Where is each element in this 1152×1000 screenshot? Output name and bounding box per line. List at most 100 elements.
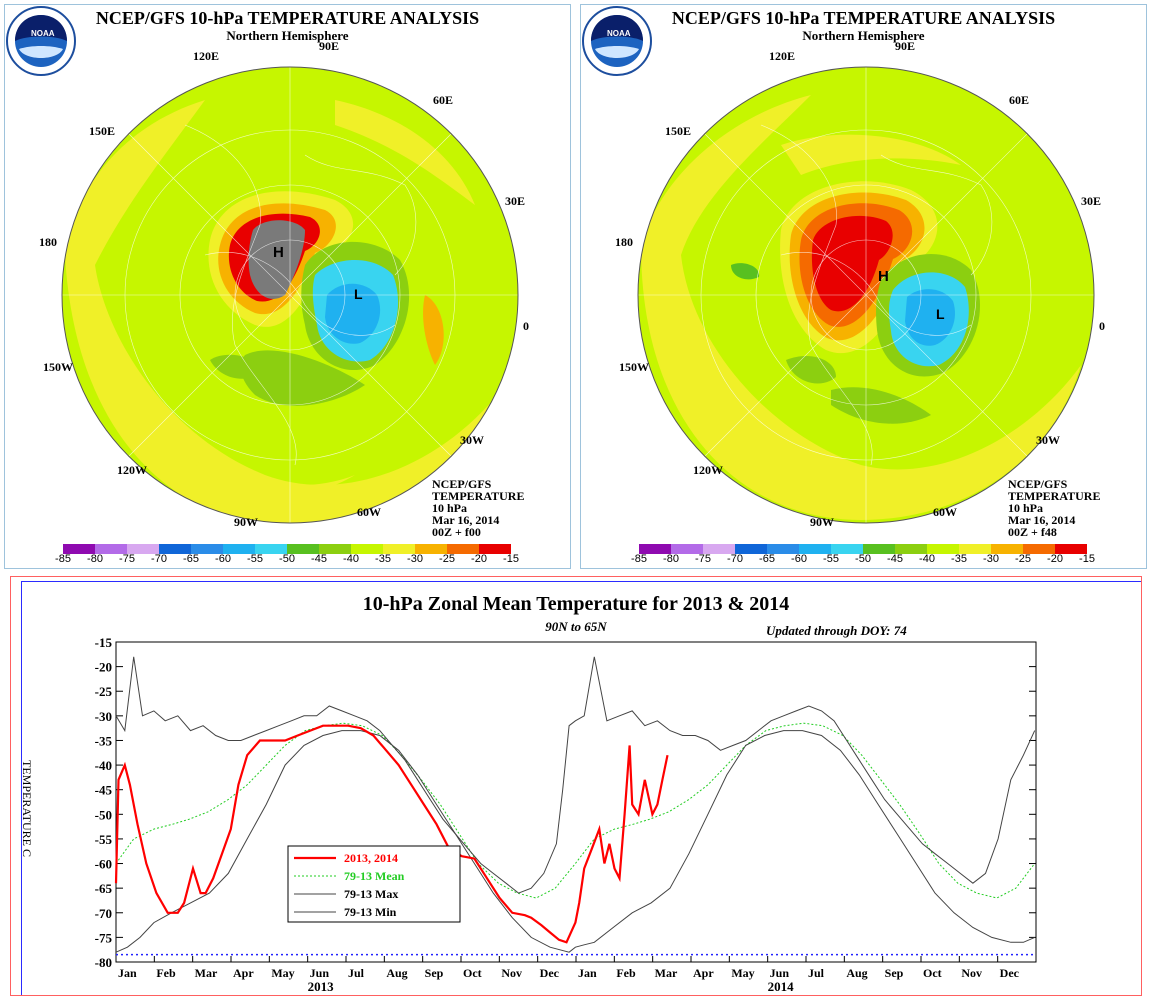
chart-title: 10-hPa Zonal Mean Temperature for 2013 &…: [362, 593, 790, 615]
meta-line: 10 hPa: [1008, 501, 1044, 515]
panel-title: NCEP/GFS 10-hPa TEMPERATURE ANALYSIS: [95, 8, 480, 28]
meta-line: 10 hPa: [432, 501, 468, 515]
colorbar-swatch: [959, 544, 991, 554]
colorbar-swatch: [63, 544, 95, 554]
panel-subtitle: Northern Hemisphere: [226, 28, 349, 43]
meta-line: Mar 16, 2014: [432, 513, 500, 527]
low-marker: L: [936, 306, 945, 322]
colorbar-swatch: [351, 544, 383, 554]
colorbar-tick-label: -65: [759, 553, 775, 565]
lon-label: 60E: [433, 93, 454, 107]
noaa-logo: NOAA: [582, 6, 652, 76]
meta-line: 00Z + f00: [432, 525, 481, 539]
colorbar-swatch: [1055, 544, 1087, 554]
meta-line: Mar 16, 2014: [1008, 513, 1076, 527]
colorbar-swatch: [831, 544, 863, 554]
svg-text:NOAA: NOAA: [607, 29, 631, 38]
map-metadata: NCEP/GFS TEMPERATURE 10 hPa Mar 16, 2014…: [1008, 478, 1100, 538]
lon-label: 30W: [460, 433, 484, 447]
colorbar-tick-label: -60: [215, 553, 231, 565]
colorbar-swatch: [1023, 544, 1055, 554]
panel-title: NCEP/GFS 10-hPa TEMPERATURE ANALYSIS: [671, 8, 1056, 28]
colorbar-tick-label: -75: [119, 553, 135, 565]
lon-label: 60W: [357, 505, 381, 519]
colorbar-tick-label: -70: [151, 553, 167, 565]
colorbar-tick-label: -25: [439, 553, 455, 565]
lon-label: 150E: [665, 124, 692, 138]
colorbar-tick-label: -85: [631, 553, 647, 565]
map-panel-analysis: H L NCEP/GFS 10-hPa TEMPERATURE ANALYSIS…: [4, 4, 571, 569]
colorbar-tick-label: -20: [1047, 553, 1063, 565]
colorbar-swatch: [863, 544, 895, 554]
colorbar-swatch: [671, 544, 703, 554]
colorbar: [639, 541, 1087, 554]
lon-label: 120W: [117, 463, 147, 477]
colorbar-swatch: [383, 544, 415, 554]
colorbar-swatch: [895, 544, 927, 554]
colorbar-swatch: [703, 544, 735, 554]
colorbar-swatch: [447, 544, 479, 554]
lon-label: 30W: [1036, 433, 1060, 447]
lon-label: 150E: [89, 124, 116, 138]
colorbar-tick-label: -55: [247, 553, 263, 565]
lon-label: 90E: [895, 39, 916, 53]
colorbar-swatch: [991, 544, 1023, 554]
low-marker: L: [354, 286, 363, 302]
meta-line: NCEP/GFS: [1008, 477, 1068, 491]
colorbar-tick-label: -30: [407, 553, 423, 565]
map-metadata: NCEP/GFS TEMPERATURE 10 hPa Mar 16, 2014…: [432, 478, 524, 538]
colorbar-tick-label: -80: [663, 553, 679, 565]
colorbar-tick-label: -15: [1079, 553, 1095, 565]
colorbar-tick-label: -75: [695, 553, 711, 565]
colorbar-swatch: [479, 544, 511, 554]
colorbar-swatch: [127, 544, 159, 554]
svg-text:NOAA: NOAA: [31, 29, 55, 38]
lon-label: 30E: [505, 194, 526, 208]
colorbar-tick-label: -55: [823, 553, 839, 565]
noaa-logo: NOAA: [6, 6, 76, 76]
polar-map: H L: [637, 66, 1095, 524]
colorbar-swatch: [415, 544, 447, 554]
colorbar-ticks: -85 -80 -75 -70 -65 -60 -55 -50 -45 -40 -35 -30 -25 -…: [55, 553, 519, 567]
colorbar-swatch: [255, 544, 287, 554]
colorbar-tick-label: -60: [791, 553, 807, 565]
high-marker: H: [878, 268, 889, 285]
colorbar-tick-label: -15: [503, 553, 519, 565]
lon-label: 120E: [193, 49, 220, 63]
lon-label: 120W: [693, 463, 723, 477]
colorbar-tick-label: -85: [55, 553, 71, 565]
colorbar-tick-label: -30: [983, 553, 999, 565]
high-marker: H: [273, 244, 284, 261]
lon-label: 30E: [1081, 194, 1102, 208]
colorbar-swatch: [767, 544, 799, 554]
zonal-mean-chart-frame: 10-hPa Zonal Mean Temperature for 2013 &…: [10, 576, 1142, 996]
colorbar-swatch: [191, 544, 223, 554]
y-axis-label: TEMPERATURE C: [20, 760, 34, 858]
colorbar-tick-label: -45: [887, 553, 903, 565]
lon-label: 90E: [319, 39, 340, 53]
colorbar: [63, 541, 511, 554]
colorbar-swatch: [799, 544, 831, 554]
lon-label: 60E: [1009, 93, 1030, 107]
lon-label: 180: [615, 235, 633, 249]
meta-line: TEMPERATURE: [432, 489, 525, 503]
lon-label: 90W: [810, 515, 834, 529]
colorbar-tick-label: -35: [375, 553, 391, 565]
colorbar-ticks: -85 -80 -75 -70 -65 -60 -55 -50 -45 -40 -35 -30 -25 -…: [631, 553, 1095, 567]
colorbar-tick-label: -70: [727, 553, 743, 565]
colorbar-tick-label: -40: [343, 553, 359, 565]
chart-inner-frame: [21, 581, 1141, 995]
meta-line: 00Z + f48: [1008, 525, 1057, 539]
colorbar-swatch: [319, 544, 351, 554]
lon-label: 180: [39, 235, 57, 249]
map-panel-forecast: H L NCEP/GFS 10-hPa TEMPERATURE ANALYSIS…: [580, 4, 1147, 569]
colorbar-tick-label: -35: [951, 553, 967, 565]
colorbar-tick-label: -50: [855, 553, 871, 565]
colorbar-swatch: [639, 544, 671, 554]
polar-map: H L: [61, 66, 519, 524]
meta-line: NCEP/GFS: [432, 477, 492, 491]
lon-label: 150W: [619, 360, 649, 374]
colorbar-swatch: [159, 544, 191, 554]
colorbar-tick-label: -40: [919, 553, 935, 565]
lon-label: 120E: [769, 49, 796, 63]
